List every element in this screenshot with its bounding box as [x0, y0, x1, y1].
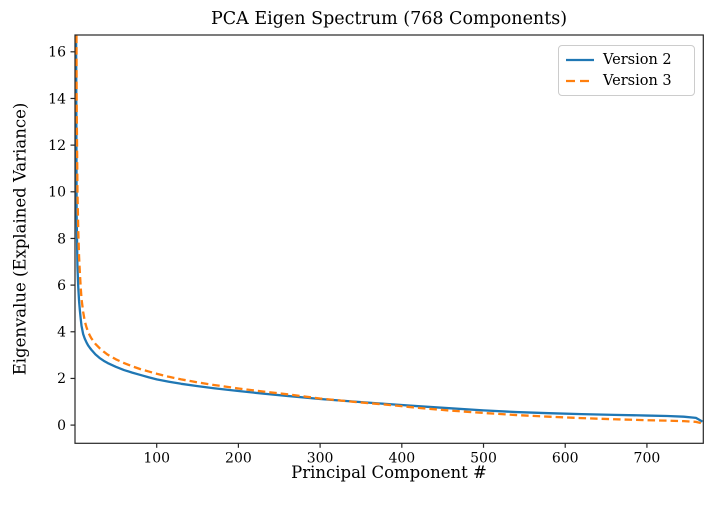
y-tick-label: 4 — [57, 325, 66, 341]
series-line-version-2 — [75, 35, 704, 423]
x-tick-label: 100 — [143, 450, 170, 466]
x-tick-label: 500 — [470, 450, 497, 466]
x-tick-label: 300 — [307, 450, 334, 466]
series-line-version-3 — [75, 35, 703, 425]
y-tick-label: 2 — [57, 371, 66, 387]
y-tick-label: 12 — [48, 138, 66, 154]
x-tick-label: 600 — [552, 450, 579, 466]
y-tick-label: 8 — [57, 231, 66, 247]
x-tick-label: 700 — [634, 450, 661, 466]
x-axis-label: Principal Component # — [291, 463, 487, 482]
y-tick-label: 14 — [48, 91, 66, 107]
y-tick-label: 0 — [57, 418, 66, 434]
x-tick-label: 200 — [225, 450, 252, 466]
chart-title: PCA Eigen Spectrum (768 Components) — [210, 9, 568, 29]
legend-line-sample-solid-icon — [566, 59, 594, 62]
axes-frame — [74, 34, 704, 444]
legend-entry-version-2: Version 2 — [566, 52, 687, 68]
y-tick-label: 16 — [48, 45, 66, 61]
y-tick-label: 10 — [48, 185, 66, 201]
legend-label-version-2: Version 2 — [603, 52, 672, 69]
legend-line-sample-dashed-icon — [566, 79, 594, 82]
legend-entry-version-3: Version 3 — [566, 73, 687, 89]
legend-label-version-3: Version 3 — [603, 72, 672, 89]
legend: Version 2 Version 3 — [558, 45, 695, 96]
x-tick-label: 400 — [388, 450, 415, 466]
y-tick-label: 6 — [57, 278, 66, 294]
